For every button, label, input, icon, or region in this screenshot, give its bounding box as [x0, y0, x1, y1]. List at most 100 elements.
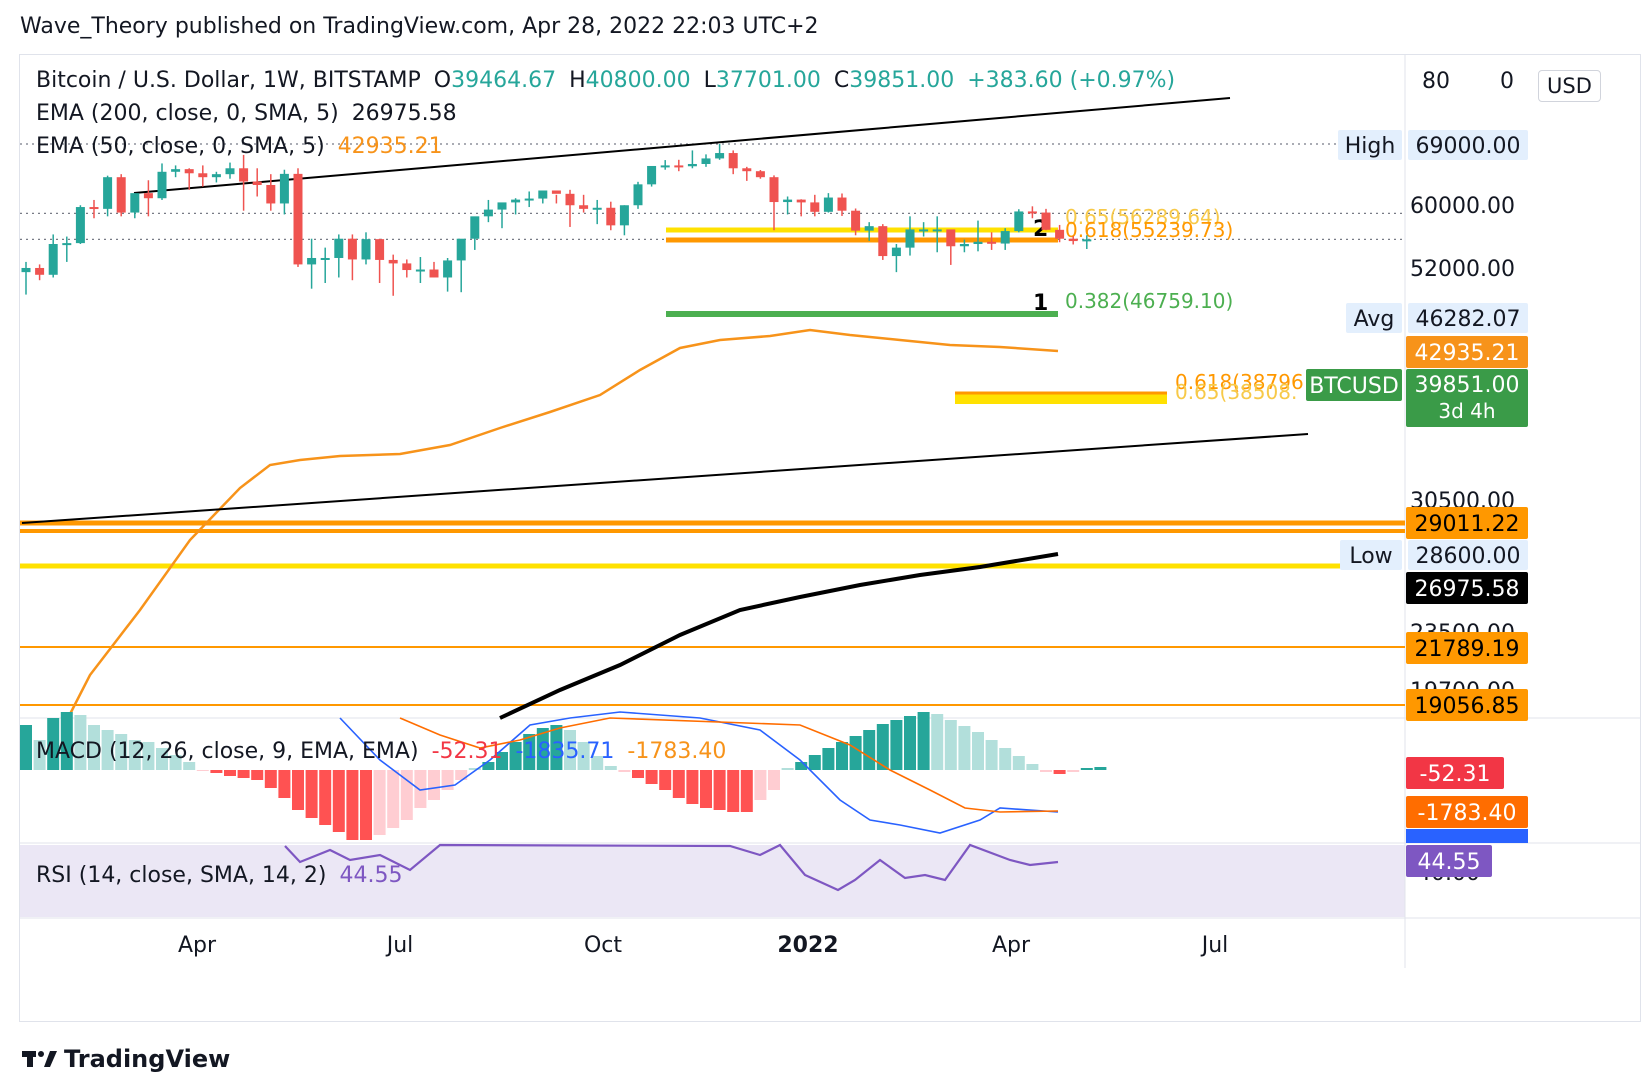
macd-bar [727, 770, 740, 812]
legend-ema200[interactable]: EMA (200, close, 0, SMA, 5) 26975.58 [36, 101, 463, 126]
ema200-line [499, 552, 1059, 720]
channel-upper [133, 97, 1231, 194]
candle-body [456, 238, 466, 261]
legend-rsi[interactable]: RSI (14, close, SMA, 14, 2) 44.55 [36, 863, 408, 888]
macd-bar [196, 770, 209, 771]
channel-lower [21, 433, 1309, 524]
candle-body [864, 226, 874, 231]
macd-signal-price-box [1406, 796, 1528, 828]
macd-bar [944, 720, 957, 770]
candle-body [592, 207, 602, 210]
macd-bar [550, 725, 563, 770]
high-label-box [1338, 130, 1402, 160]
candle-body [823, 197, 833, 212]
macd-bar [604, 766, 617, 770]
macd-bar [224, 770, 236, 776]
fib-label: 0.618(55239.73) [1065, 218, 1233, 242]
fib-label: 0.382(46759.10) [1065, 289, 1233, 313]
macd-signal-value: -1783.40 [627, 739, 727, 764]
candle-body [905, 229, 915, 248]
candle-body [606, 207, 616, 226]
macd-bar [985, 740, 998, 770]
y-tick-label: 80 [1422, 69, 1450, 94]
low-value: 37701.00 [715, 68, 821, 93]
candle-body [647, 165, 657, 185]
macd-bar [1040, 770, 1052, 772]
macd-bar [795, 762, 808, 770]
candle-body [565, 193, 575, 206]
macd-bar [373, 770, 386, 835]
legend-ema50[interactable]: EMA (50, close, 0, SMA, 5) 42935.21 [36, 134, 449, 159]
candle-body [619, 205, 629, 226]
low-label: Low [1349, 544, 1392, 569]
fib-label: 0.618(38796 [1175, 370, 1304, 394]
macd-bar [1053, 770, 1066, 774]
candle-body [266, 184, 276, 204]
candle-body [878, 226, 888, 257]
avg-label-box [1346, 303, 1402, 333]
candle-body [769, 177, 779, 203]
macd-bar [332, 770, 345, 832]
macd-bar [836, 742, 848, 770]
tradingview-logo-icon [22, 1051, 57, 1067]
candle-body [198, 173, 208, 178]
macd-bar [360, 770, 372, 840]
macd-line [339, 711, 1059, 834]
y-tick-label: 52000.00 [1410, 257, 1515, 282]
macd-bar [591, 756, 604, 770]
candle-body [579, 205, 589, 209]
currency-button[interactable]: USD [1538, 70, 1601, 102]
close-label: C [833, 68, 850, 93]
candle-body [551, 190, 561, 194]
low-label: L [703, 68, 716, 93]
macd-line-price-box [1406, 829, 1528, 843]
candle-body [103, 177, 113, 209]
symbol-tag: BTCUSD [1309, 374, 1399, 399]
candle-body [633, 184, 643, 206]
candle-body [837, 197, 847, 211]
macd-bar [101, 730, 114, 770]
symbol-name[interactable]: Bitcoin / U.S. Dollar, 1W, BITSTAMP [36, 68, 421, 93]
candle-body [1068, 238, 1078, 242]
candle-body [919, 229, 929, 232]
candle-body [429, 269, 439, 278]
wave-label: 1 [1033, 291, 1048, 316]
level-price: 19056.85 [1415, 694, 1520, 719]
candle-body [946, 229, 956, 247]
avg-label: Avg [1354, 307, 1395, 332]
legend-macd[interactable]: MACD (12, 26, close, 9, EMA, EMA) -52.31… [36, 739, 732, 764]
macd-line-value: -1835.71 [515, 739, 615, 764]
macd-bar [305, 770, 318, 818]
macd-bar [1094, 767, 1107, 770]
level-price: 29011.22 [1415, 512, 1520, 537]
macd-bar [700, 770, 712, 808]
macd-bar [346, 770, 359, 840]
macd-bar [156, 748, 168, 770]
candle-body [388, 259, 398, 264]
avg-value-box [1408, 303, 1528, 333]
macd-bar [264, 770, 277, 788]
macd-bar [20, 725, 32, 770]
macd-bar [414, 770, 427, 808]
macd-bar [523, 734, 536, 770]
rsi-band [20, 845, 1405, 917]
candle-body [538, 190, 548, 199]
footer-brand[interactable]: TradingView [22, 1045, 230, 1073]
candle-body [21, 267, 31, 273]
macd-bar [890, 720, 903, 770]
macd-bar [808, 755, 821, 770]
rsi-price: 44.55 [1418, 850, 1481, 875]
macd-bar [319, 770, 332, 825]
low-label-box [1340, 540, 1402, 570]
rsi-price-box [1406, 845, 1492, 877]
macd-bar [47, 718, 60, 770]
macd-bar [863, 730, 876, 770]
change-value: +383.60 (+0.97%) [967, 68, 1176, 93]
macd-bar [632, 770, 644, 778]
candle-body [810, 202, 820, 212]
candle-body [307, 257, 317, 265]
macd-bar [958, 726, 971, 770]
macd-bar [1026, 764, 1039, 770]
macd-bar [849, 736, 862, 770]
